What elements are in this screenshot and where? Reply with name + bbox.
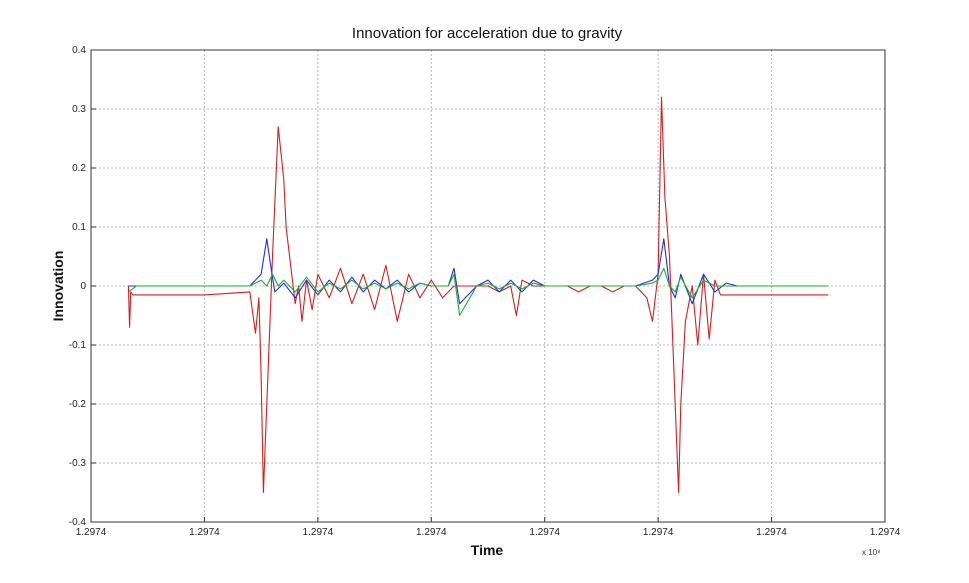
x-tick-label: 1.2974	[643, 527, 674, 538]
series-line-1	[127, 96, 829, 494]
y-tick-label: 0.3	[72, 104, 86, 115]
x-tick-label: 1.2974	[416, 527, 447, 538]
y-tick-label: -0.2	[69, 399, 87, 410]
series-line-2	[128, 238, 772, 305]
y-tick-label: -0.1	[69, 340, 87, 351]
x-tick-label: 1.2974	[870, 527, 901, 538]
y-tick-label: -0.4	[69, 517, 87, 528]
y-tick-label: 0.4	[72, 45, 86, 56]
series-line-3	[128, 267, 829, 317]
tick-labels: 1.2974 1.2974 1.2974 1.2974 1.2974 1.2974 1.29…	[69, 45, 901, 538]
y-tick-label: 0.1	[72, 222, 86, 233]
x-axis-exponent-label: x 10⁹	[862, 548, 881, 557]
x-axis-title: Time	[471, 542, 504, 558]
y-tick-label: -0.3	[69, 458, 87, 469]
y-tick-label: 0.2	[72, 163, 86, 174]
chart-title: Innovation for acceleration due to gravi…	[352, 25, 623, 42]
x-tick-label: 1.2974	[76, 527, 107, 538]
x-tick-label: 1.2974	[189, 527, 220, 538]
y-tick-label: 0	[80, 281, 86, 292]
x-tick-label: 1.2974	[303, 527, 334, 538]
series-layer	[127, 96, 829, 494]
x-tick-label: 1.2974	[529, 527, 560, 538]
x-tick-label: 1.2974	[756, 527, 787, 538]
y-axis-title: Innovation	[50, 251, 66, 322]
